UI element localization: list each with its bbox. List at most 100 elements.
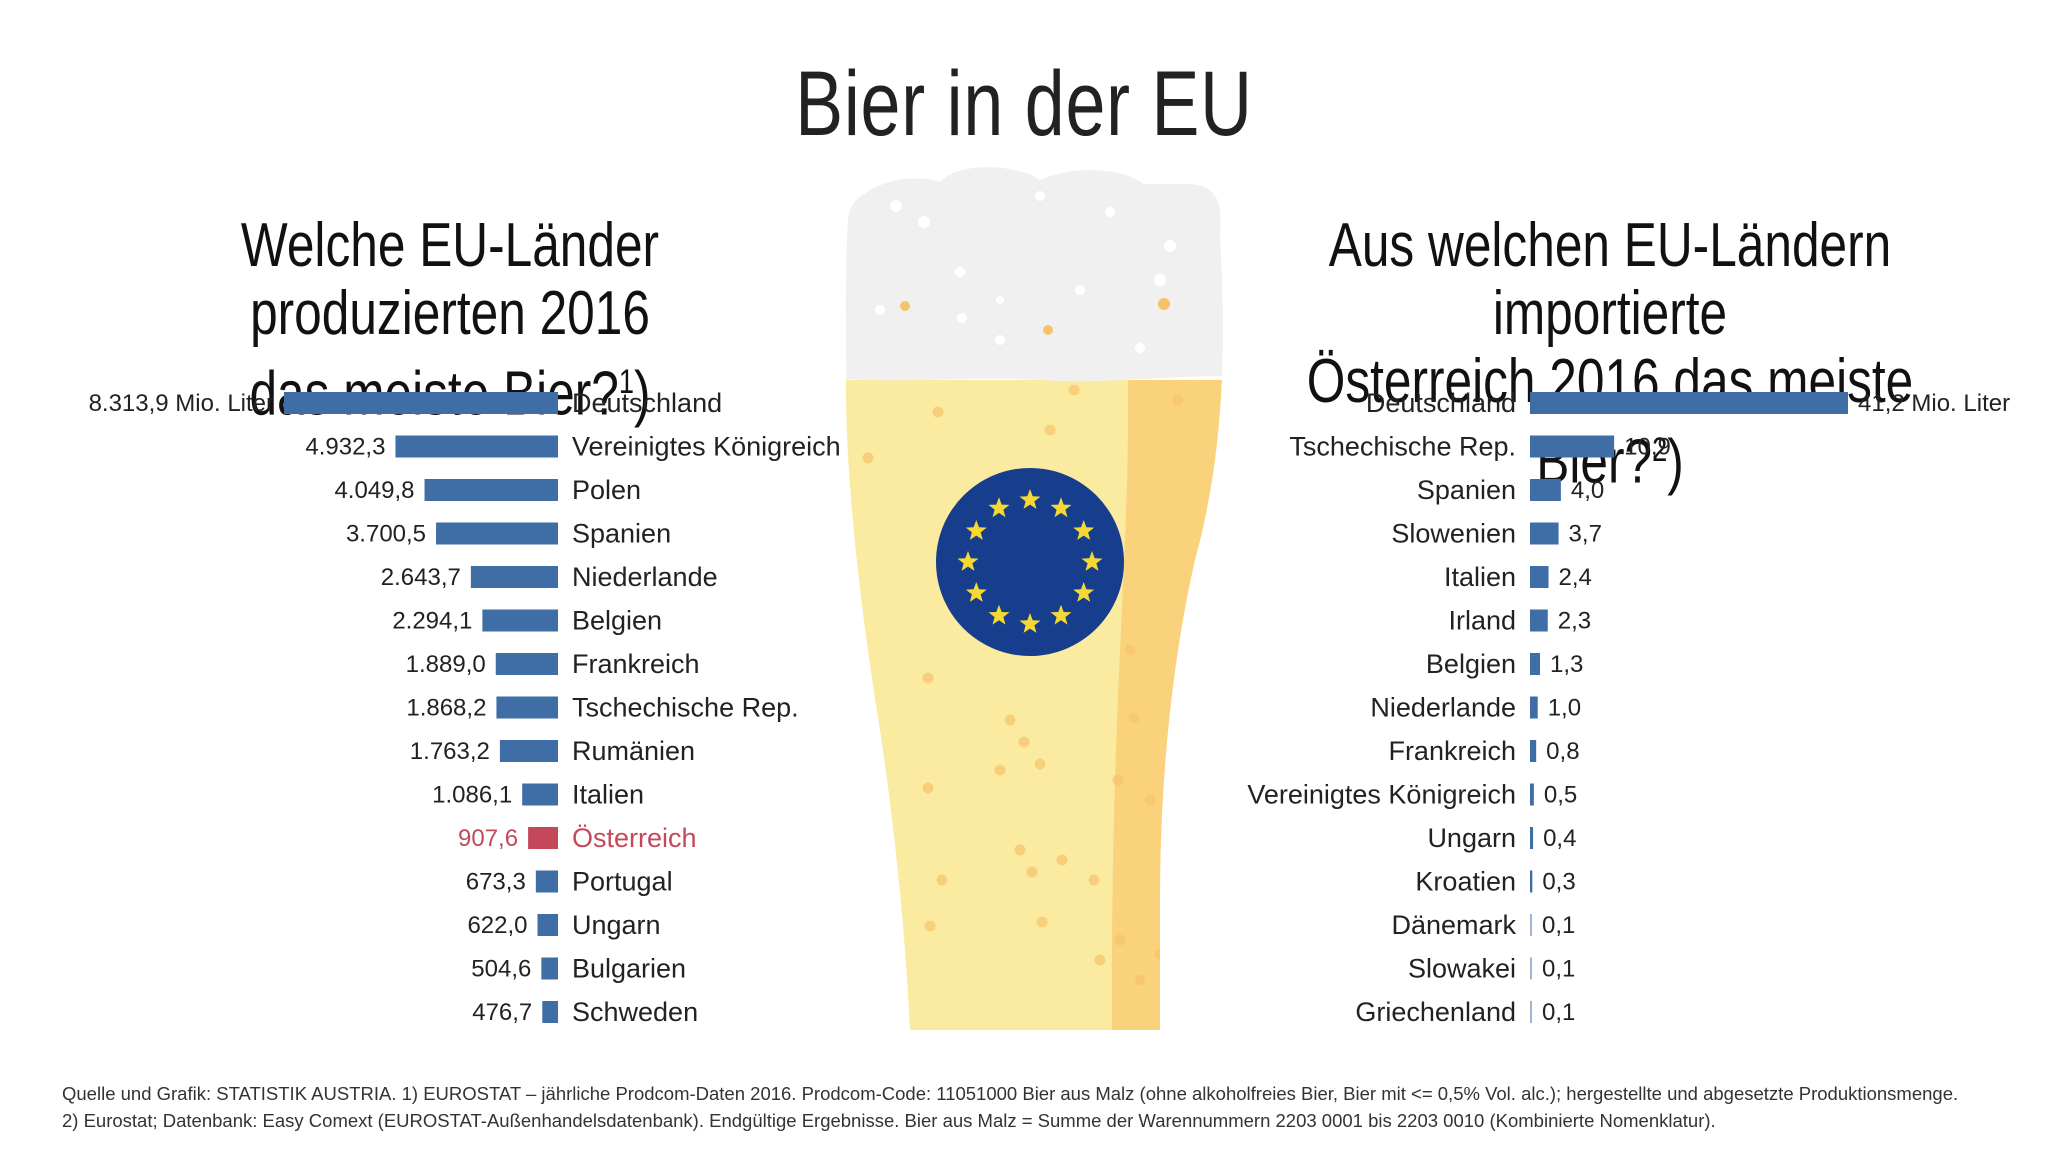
value-label-6: 1.889,0 [406,651,486,678]
value-label-10: 0,4 [1543,825,1576,852]
value-label-14: 476,7 [472,999,532,1026]
beer-bubble-6 [1128,712,1140,724]
foam-top-bubbles [890,191,1176,252]
right-footnote-mark: 2 [1652,431,1668,469]
bar-13 [1530,957,1532,980]
value-label-2: 4.049,8 [334,477,414,504]
value-label-8: 1.763,2 [410,738,490,765]
value-label-9: 0,5 [1544,782,1577,809]
left-chart-title-line1: Welche EU-Länder produzierten 2016 [240,211,660,348]
eu-flag-icon [936,468,1124,656]
foam-bubble-3 [1043,325,1053,335]
foam-bubble-6 [900,301,910,311]
bar-2 [424,479,558,501]
foam-crown [850,167,1219,250]
category-label-0: Deutschland [1366,388,1516,418]
value-label-11: 673,3 [466,869,526,896]
eu-star-1 [1050,497,1072,518]
foam-bubble-5 [1154,274,1166,286]
category-label-1: Tschechische Rep. [1289,432,1516,462]
left-footnote-close: ) [634,359,651,429]
beer-bubbles [862,384,1184,986]
category-label-4: Niederlande [572,562,718,592]
left-footnote-mark: 1 [618,363,635,401]
bar-14 [1530,1001,1532,1023]
value-label-7: 1,0 [1548,695,1581,722]
bar-8 [1530,740,1537,762]
bar-6 [1530,653,1541,675]
category-label-1: Vereinigtes Königreich [572,432,841,462]
bar-3 [436,522,558,545]
bar-14 [542,1001,558,1023]
beer-bubble-16 [1014,844,1026,856]
value-label-3: 3,7 [1569,521,1602,548]
value-label-3: 3.700,5 [346,521,426,548]
value-label-8: 0,8 [1546,738,1579,765]
value-label-4: 2.643,7 [381,564,461,591]
category-label-12: Ungarn [572,910,661,940]
beer-bubble-20 [1114,934,1126,946]
beer-bubble-17 [1026,866,1038,878]
value-label-13: 0,1 [1542,956,1575,983]
bar-4 [1530,566,1549,588]
value-label-11: 0,3 [1542,869,1575,896]
bar-5 [482,609,558,632]
bar-9 [1530,783,1534,806]
beer-bubble-4 [1172,394,1184,406]
beer-bubble-7 [1112,774,1124,786]
bar-5 [1530,609,1548,632]
value-label-12: 0,1 [1542,912,1575,939]
right-chart-title-line1: Aus welchen EU-Ländern importierte [1328,211,1892,348]
category-label-5: Irland [1448,606,1516,636]
foam-bubble-0 [875,305,885,315]
value-label-5: 2,3 [1558,608,1591,635]
foam-bubble-8 [996,296,1004,304]
category-label-14: Griechenland [1355,997,1516,1027]
eu-star-11 [988,497,1010,518]
foam-bubbles [875,267,1170,353]
eu-star-10 [965,520,987,540]
value-label-10: 907,6 [458,825,518,852]
category-label-9: Vereinigtes Königreich [1247,780,1516,810]
footnotes: Quelle und Grafik: STATISTIK AUSTRIA. 1)… [62,1080,2022,1134]
foam-bubble-7 [1158,298,1170,310]
category-label-2: Polen [572,475,641,505]
footnote-line-2: 2) Eurostat; Datenbank: Easy Comext (EUR… [62,1110,1716,1131]
category-label-7: Tschechische Rep. [572,693,799,723]
category-label-0: Deutschland [572,388,722,418]
category-label-11: Portugal [572,867,673,897]
bar-7 [496,696,558,719]
eu-star-0 [1019,489,1041,509]
bar-10 [1530,827,1534,849]
value-label-0: 41,2 Mio. Liter [1858,390,2010,417]
left-chart-title: Welche EU-Länder produzierten 2016 das m… [40,212,860,429]
category-label-8: Frankreich [1388,736,1516,766]
value-label-1: 10,9 [1624,434,1671,461]
beer-bubble-9 [1004,714,1016,726]
category-label-2: Spanien [1417,475,1516,505]
category-label-13: Slowakei [1408,954,1516,984]
beer-bubble-2 [1044,424,1056,436]
value-label-5: 2.294,1 [392,608,472,635]
foam-bubble-10 [955,267,965,277]
bar-13 [541,957,558,980]
category-label-13: Bulgarien [572,954,686,984]
category-label-3: Spanien [572,519,671,549]
beer-bubble-25 [1144,794,1156,806]
bar-1 [395,435,558,458]
bar-2 [1530,479,1561,501]
beer-bubble-12 [994,764,1006,776]
bar-8 [499,740,558,762]
category-label-12: Dänemark [1391,910,1516,940]
eu-star-9 [957,551,979,571]
bar-11 [535,870,558,893]
category-label-11: Kroatien [1415,867,1516,897]
beer-bubble-10 [1018,736,1030,748]
foam-bubble-9 [1075,285,1085,295]
beer-bubble-13 [922,782,934,794]
eu-star-7 [988,604,1010,625]
value-label-7: 1.868,2 [406,695,486,722]
bar-4 [470,566,558,588]
